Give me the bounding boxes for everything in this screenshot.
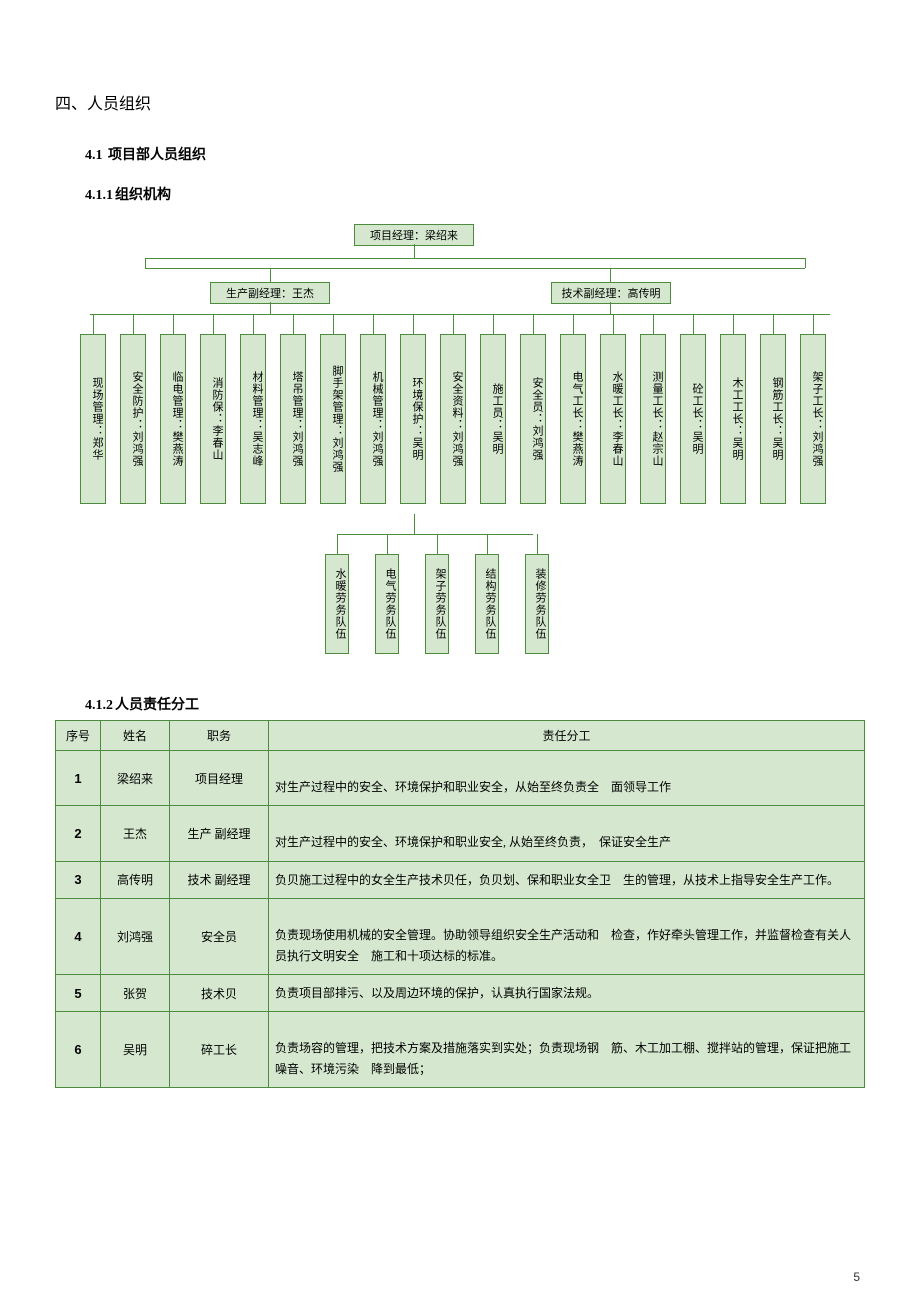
- subhead-4.1.2: 4.1.2人员责任分工: [85, 694, 865, 714]
- subhead-4.1: 4.1 项目部人员组织: [85, 144, 865, 164]
- org-role-14: 测量工长：赵宗山: [640, 334, 666, 504]
- org-root: 项目经理：梁绍来: [354, 224, 474, 246]
- org-role-5: 塔吊管理：刘鸿强: [280, 334, 306, 504]
- org-role-15: 砼工长：吴明: [680, 334, 706, 504]
- org-role-0: 现场管理：郑华: [80, 334, 106, 504]
- cell-name: 刘鸿强: [101, 899, 170, 975]
- cell-duty: 负贝施工过程中的女全生产技术贝任，负贝划、保和职业女全卫 生的管理，从技术上指导…: [269, 861, 865, 898]
- cell-duty: 对生产过程中的安全、环境保护和职业安全, 从始至终负责， 保证安全生产: [269, 806, 865, 861]
- org-role-2: 临电管理：樊燕涛: [160, 334, 186, 504]
- cell-seq: 5: [56, 974, 101, 1011]
- cell-role: 碎工长: [170, 1012, 269, 1088]
- subhead-4.1.1: 4.1.1组织机构: [85, 184, 865, 204]
- th-role: 职务: [170, 721, 269, 751]
- section-title: 四、人员组织: [55, 90, 865, 114]
- org-team-3: 结构劳务队伍: [475, 554, 499, 654]
- table-row: 5张贺技术贝负责项目部排污、以及周边环境的保护，认真执行国家法规。: [56, 974, 865, 1011]
- cell-name: 王杰: [101, 806, 170, 861]
- cell-seq: 1: [56, 751, 101, 806]
- table-row: 3高传明技术 副经理负贝施工过程中的女全生产技术贝任，负贝划、保和职业女全卫 生…: [56, 861, 865, 898]
- cell-duty: 负责现场使用机械的安全管理。协助领导组织安全生产活动和 检查，作好牵头管理工作，…: [269, 899, 865, 975]
- cell-role: 技术 副经理: [170, 861, 269, 898]
- th-name: 姓名: [101, 721, 170, 751]
- table-row: 4刘鸿强安全员负责现场使用机械的安全管理。协助领导组织安全生产活动和 检查，作好…: [56, 899, 865, 975]
- org-deputy-prod: 生产副经理：王杰: [210, 282, 330, 304]
- org-role-18: 架子工长：刘鸿强: [800, 334, 826, 504]
- table-row: 1梁绍来项目经理对生产过程中的安全、环境保护和职业安全，从始至终负责全 面领导工…: [56, 751, 865, 806]
- org-role-1: 安全防护：刘鸿强: [120, 334, 146, 504]
- cell-duty: 负责场容的管理，把技术方案及措施落实到实处；负责现场钢 筋、木工加工棚、搅拌站的…: [269, 1012, 865, 1088]
- table-row: 2王杰生产 副经理对生产过程中的安全、环境保护和职业安全, 从始至终负责， 保证…: [56, 806, 865, 861]
- cell-name: 吴明: [101, 1012, 170, 1088]
- cell-name: 高传明: [101, 861, 170, 898]
- cell-duty: 对生产过程中的安全、环境保护和职业安全，从始至终负责全 面领导工作: [269, 751, 865, 806]
- cell-role: 项目经理: [170, 751, 269, 806]
- org-role-17: 钢筋工长：吴明: [760, 334, 786, 504]
- cell-role: 安全员: [170, 899, 269, 975]
- org-role-10: 施工员：吴明: [480, 334, 506, 504]
- cell-name: 梁绍来: [101, 751, 170, 806]
- org-team-2: 架子劳务队伍: [425, 554, 449, 654]
- org-role-11: 安全员：刘鸿强: [520, 334, 546, 504]
- cell-duty: 负责项目部排污、以及周边环境的保护，认真执行国家法规。: [269, 974, 865, 1011]
- th-duty: 责任分工: [269, 721, 865, 751]
- table-row: 6吴明碎工长负责场容的管理，把技术方案及措施落实到实处；负责现场钢 筋、木工加工…: [56, 1012, 865, 1088]
- cell-seq: 4: [56, 899, 101, 975]
- cell-seq: 2: [56, 806, 101, 861]
- org-role-16: 木工工长：吴明: [720, 334, 746, 504]
- org-role-4: 材料管理：吴志峰: [240, 334, 266, 504]
- org-role-3: 消防保：李春山: [200, 334, 226, 504]
- cell-role: 生产 副经理: [170, 806, 269, 861]
- org-team-0: 水暖劳务队伍: [325, 554, 349, 654]
- org-deputy-tech: 技术副经理：高传明: [551, 282, 671, 304]
- org-chart: 项目经理：梁绍来 生产副经理：王杰 技术副经理：高传明 现场管理：郑华安全防护：…: [55, 224, 855, 664]
- org-role-7: 机械管理：刘鸿强: [360, 334, 386, 504]
- cell-role: 技术贝: [170, 974, 269, 1011]
- cell-seq: 3: [56, 861, 101, 898]
- responsibility-table: 序号 姓名 职务 责任分工 1梁绍来项目经理对生产过程中的安全、环境保护和职业安…: [55, 720, 865, 1088]
- org-role-6: 脚手架管理：刘鸿强: [320, 334, 346, 504]
- org-role-9: 安全资料：刘鸿强: [440, 334, 466, 504]
- page-number: 5: [853, 1270, 860, 1284]
- org-role-12: 电气工长：樊燕涛: [560, 334, 586, 504]
- cell-name: 张贺: [101, 974, 170, 1011]
- org-role-8: 环境保护：吴明: [400, 334, 426, 504]
- th-seq: 序号: [56, 721, 101, 751]
- cell-seq: 6: [56, 1012, 101, 1088]
- org-role-13: 水暖工长：李春山: [600, 334, 626, 504]
- org-team-4: 装修劳务队伍: [525, 554, 549, 654]
- org-team-1: 电气劳务队伍: [375, 554, 399, 654]
